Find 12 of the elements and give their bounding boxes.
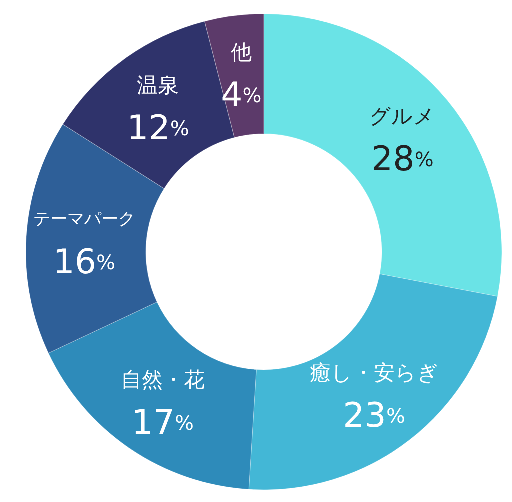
slice-label: 癒し・安らぎ	[310, 361, 439, 386]
slice-label: 他	[230, 40, 252, 64]
slice-label: 自然・花	[120, 368, 205, 392]
data-label: 4%	[221, 75, 262, 116]
slice-label: テーマパーク	[33, 210, 136, 230]
data-label: 16%	[53, 242, 116, 283]
slice-label: 温泉	[137, 73, 180, 98]
slice-label: グルメ	[370, 104, 436, 128]
data-label: 28%	[372, 139, 434, 180]
data-label: 12%	[127, 108, 190, 148]
data-label: 23%	[343, 396, 406, 436]
data-label: 17%	[132, 402, 194, 443]
